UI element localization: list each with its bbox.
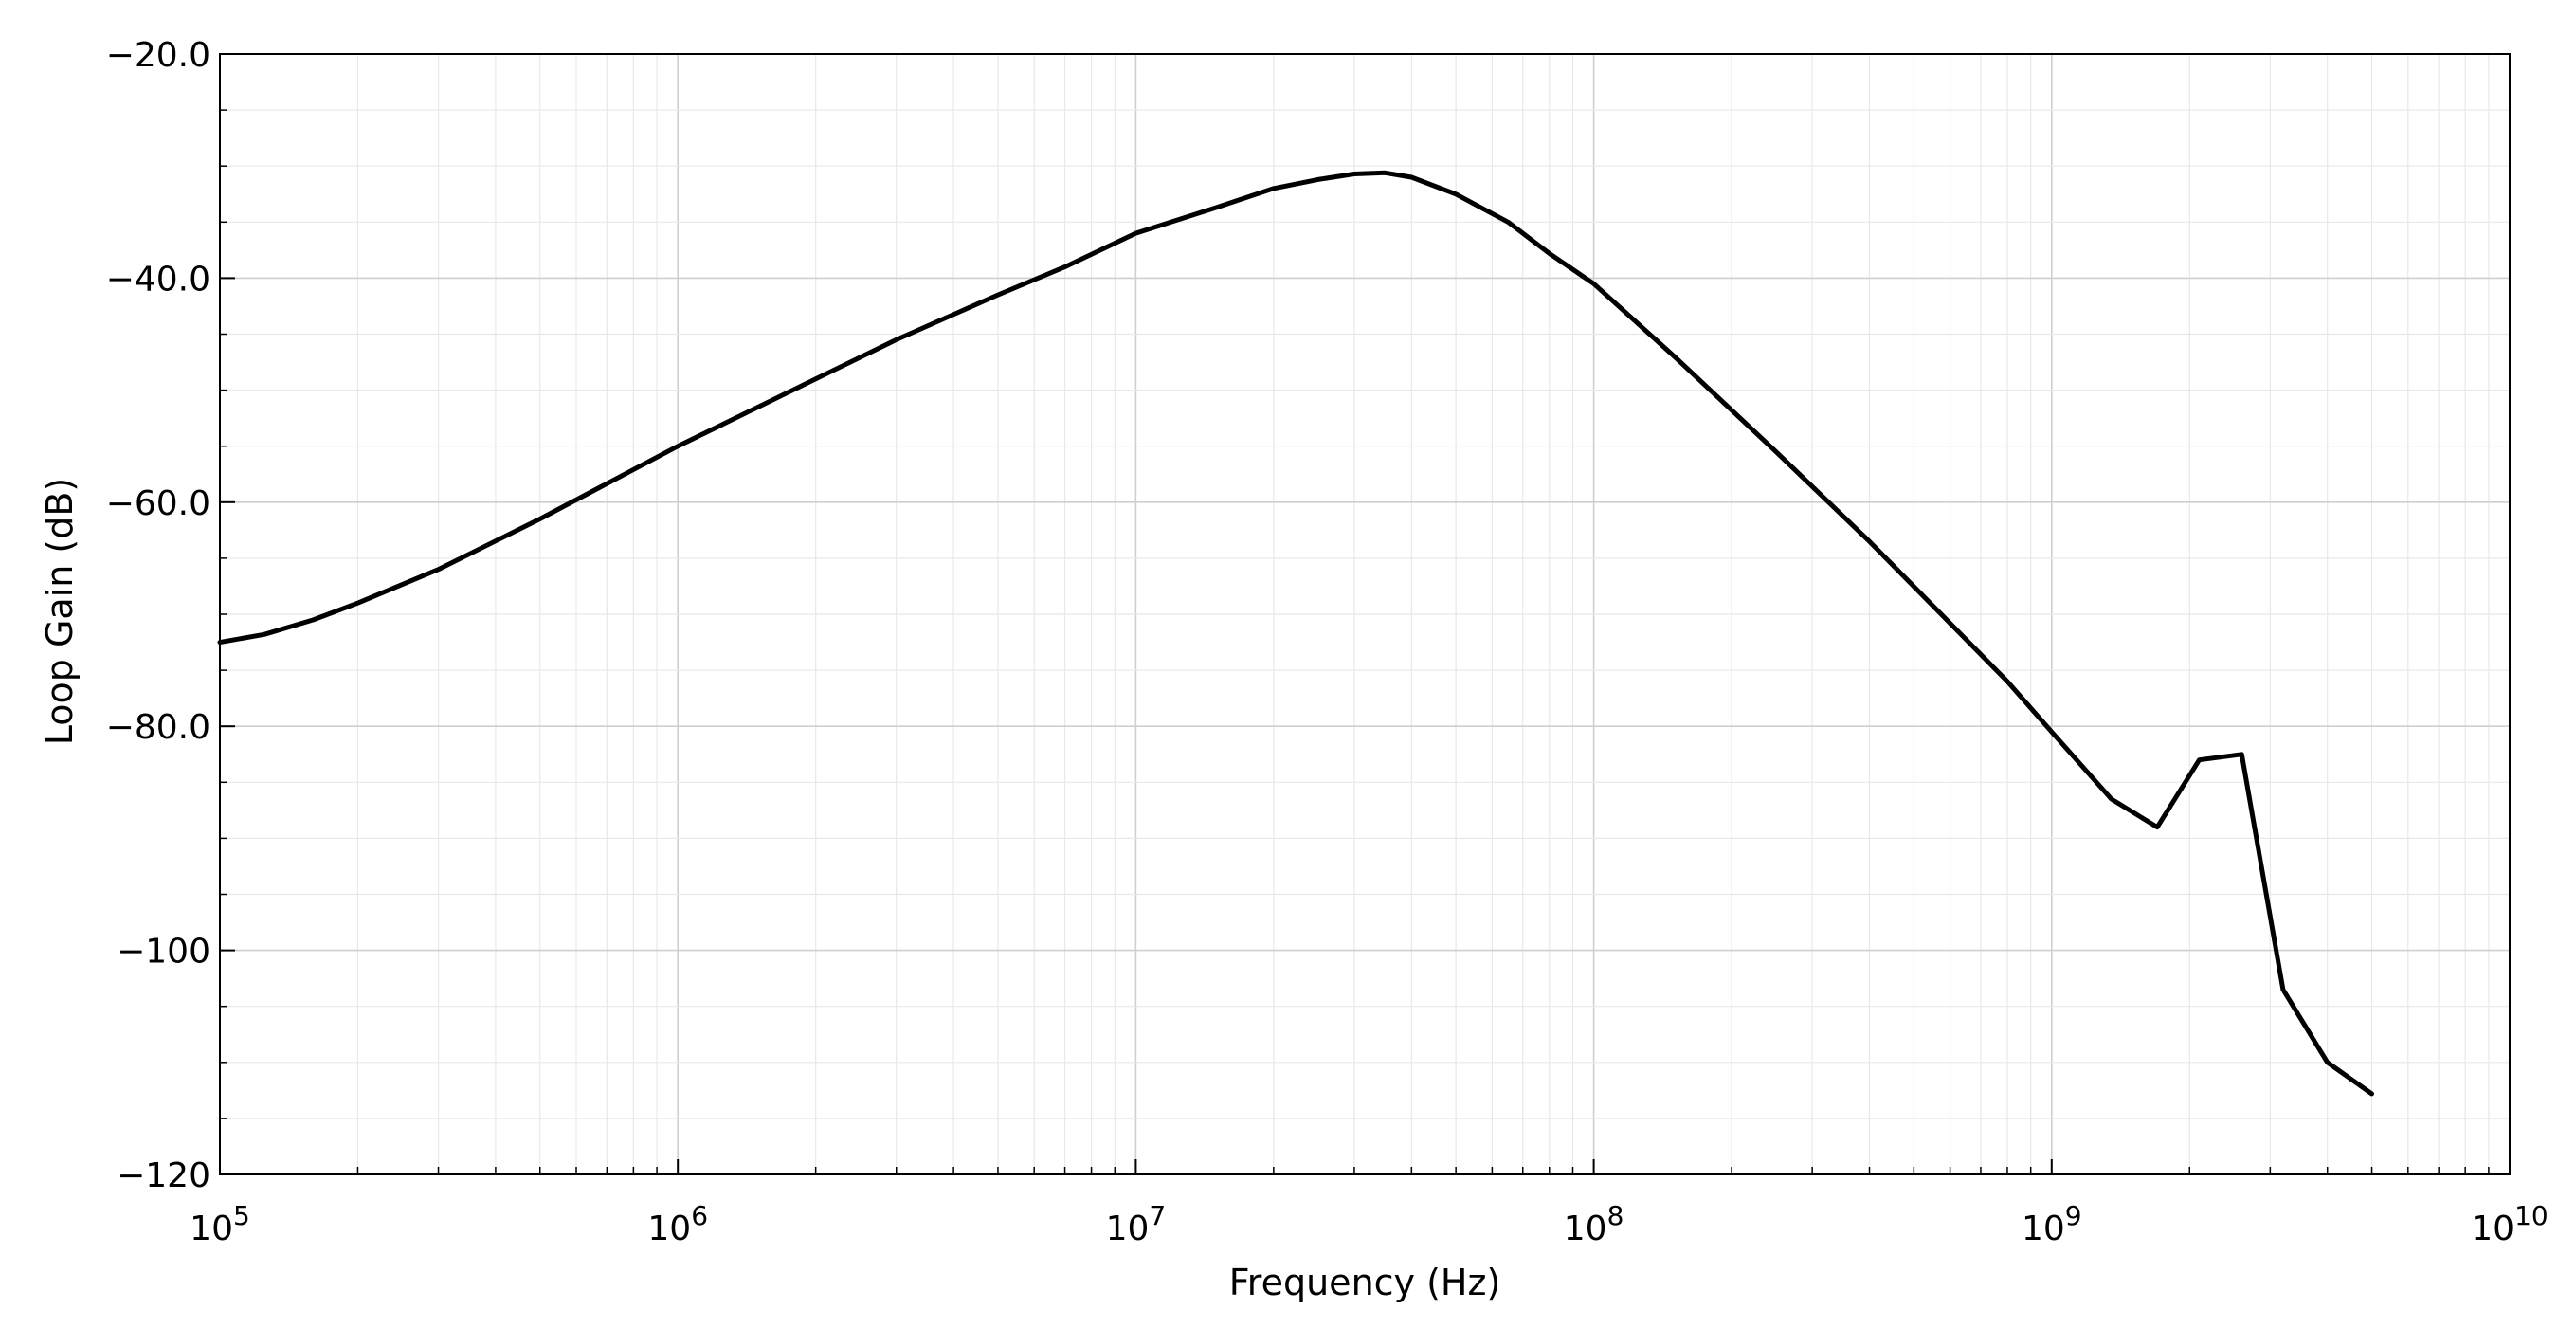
y-tick-label: −60.0 [106,484,210,523]
y-axis-title: Loop Gain (dB) [39,478,81,746]
y-tick-label: −80.0 [106,708,210,747]
x-tick-label: 109 [2022,1200,2082,1248]
y-tick-label: −100 [117,933,210,972]
x-tick-label: 108 [1564,1200,1624,1248]
y-tick-labels: −20.0 −40.0 −60.0 −80.0 −100 −120 [106,36,210,1195]
grid [219,53,2511,1175]
y-tick-label: −120 [117,1156,210,1195]
x-tick-label: 1010 [2471,1200,2548,1248]
x-axis-title: Frequency (Hz) [1229,1262,1501,1303]
x-tick-label: 107 [1106,1200,1167,1248]
series-line [217,170,2374,1097]
x-tick-label: 105 [190,1200,250,1248]
x-tick-label: 106 [647,1200,708,1248]
y-tick-label: −40.0 [106,260,210,299]
y-tick-label: −20.0 [106,36,210,75]
axis-ticks [219,53,2511,1175]
x-tick-labels: 105 106 107 108 109 1010 [190,1200,2549,1248]
series-layer [217,170,2374,1097]
